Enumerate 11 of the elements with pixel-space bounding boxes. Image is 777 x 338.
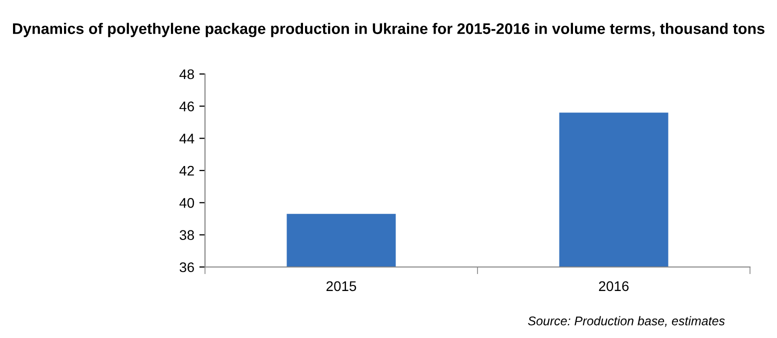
y-tick-label: 36 [180,262,194,272]
source-note: Source: Production base, estimates [528,316,725,327]
y-tick-label: 40 [179,198,194,208]
y-tick-label: 46 [179,102,194,112]
y-tick-label: 48 [179,69,194,80]
y-tick-label: 38 [180,230,194,240]
y-tick-label: 44 [179,134,194,144]
y-tick-label: 42 [179,166,194,176]
chart-title: Dynamics of polyethylene package production in Ukraine for 2015-2016 in volume terms, thousand tons [13,22,764,38]
x-tick-label: 2016 [599,281,629,292]
x-tick-label: 2015 [326,281,356,292]
